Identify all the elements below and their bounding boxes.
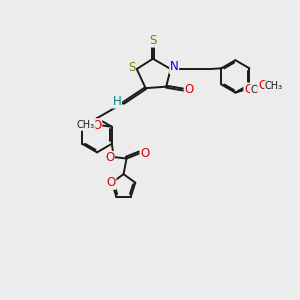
Text: O: O [244,83,253,96]
Text: O: O [105,152,114,164]
Text: S: S [128,61,135,74]
Text: CH₃: CH₃ [77,120,95,130]
Text: S: S [149,34,157,47]
Text: CH₃: CH₃ [265,81,283,91]
Text: H: H [112,95,122,108]
Text: O: O [140,147,149,160]
Text: CH₃: CH₃ [251,85,269,94]
Text: N: N [170,61,178,74]
Text: O: O [258,80,267,92]
Text: O: O [184,83,194,96]
Text: O: O [106,176,116,189]
Text: O: O [92,119,102,132]
